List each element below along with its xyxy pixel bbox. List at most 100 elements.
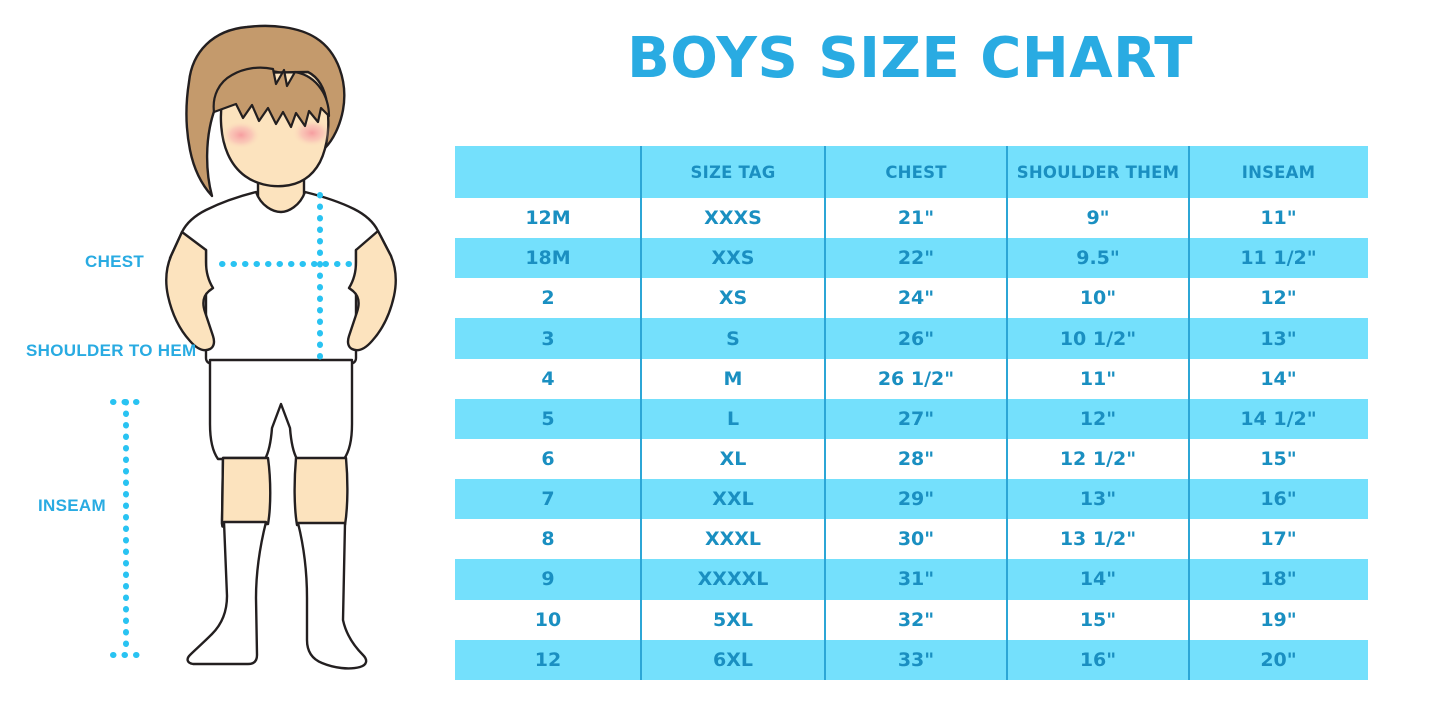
shoulder-cell: 14" — [1007, 559, 1189, 600]
table-row: 3 S 26" 10 1/2" 13" — [455, 318, 1368, 359]
size-tag-cell: XS — [641, 278, 825, 319]
size-cell: 10 — [455, 599, 641, 640]
inseam-cell: 17" — [1189, 519, 1368, 560]
shoulder-cell: 9.5" — [1007, 238, 1189, 279]
shoulder-cell: 10" — [1007, 278, 1189, 319]
hair-bangs-shape — [212, 66, 331, 129]
thigh-left-fill — [220, 456, 272, 526]
tshirt-shape — [168, 190, 393, 366]
table-row: 2 XS 24" 10" 12" — [455, 278, 1368, 319]
inseam-cell: 15" — [1189, 438, 1368, 480]
size-tag-cell: XXXS — [641, 198, 825, 239]
column-header-shoulder: SHOULDER THEM — [1007, 146, 1189, 198]
size-tag-cell: S — [641, 318, 825, 359]
size-tag-cell: 6XL — [641, 639, 825, 680]
size-cell: 2 — [455, 278, 641, 319]
size-chart-table-wrap: SIZE TAG CHEST SHOULDER THEM INSEAM 12M X… — [455, 146, 1368, 680]
size-cell: 8 — [455, 519, 641, 560]
chest-cell: 30" — [825, 519, 1007, 560]
table-row: 7 XXL 29" 13" 16" — [455, 479, 1368, 520]
size-cell: 18M — [455, 238, 641, 279]
chest-cell: 27" — [825, 398, 1007, 439]
table-body: 12M XXXS 21" 9" 11" 18M XXS 22" 9.5" 11 1/2" 2 XS 24… — [455, 198, 1368, 680]
inseam-cell: 11" — [1189, 198, 1368, 239]
boy-figure-illustration: CHEST SHOULDER TO HEM INSEAM — [0, 0, 450, 723]
table-row: 10 5XL 32" 15" 19" — [455, 599, 1368, 640]
chest-cell: 28" — [825, 438, 1007, 480]
inseam-cell: 18" — [1189, 559, 1368, 600]
inseam-cell: 14" — [1189, 358, 1368, 399]
size-cell: 3 — [455, 318, 641, 359]
table-row: 18M XXS 22" 9.5" 11 1/2" — [455, 238, 1368, 279]
arm-right-shape — [346, 229, 397, 352]
size-cell: 9 — [455, 559, 641, 600]
size-cell: 6 — [455, 438, 641, 480]
shoulder-cell: 15" — [1007, 599, 1189, 640]
shoulder-cell: 12 1/2" — [1007, 438, 1189, 480]
shoulder-cell: 16" — [1007, 639, 1189, 680]
boy-figure-svg — [110, 24, 397, 670]
size-tag-cell: XXS — [641, 238, 825, 279]
column-header-age — [455, 146, 641, 198]
inseam-measurement-label: INSEAM — [38, 496, 106, 515]
inseam-cell: 14 1/2" — [1189, 398, 1368, 439]
shoulder-cell: 13 1/2" — [1007, 519, 1189, 560]
table-row: 6 XL 28" 12 1/2" 15" — [455, 438, 1368, 480]
shoulder-cell: 10 1/2" — [1007, 318, 1189, 359]
shoulder-to-hem-measurement-label: SHOULDER TO HEM — [26, 341, 197, 360]
inseam-cell: 19" — [1189, 599, 1368, 640]
size-cell: 12M — [455, 198, 641, 239]
size-cell: 4 — [455, 358, 641, 399]
shoulder-cell: 13" — [1007, 479, 1189, 520]
table-row: 9 XXXXL 31" 14" 18" — [455, 559, 1368, 600]
chest-measurement-label: CHEST — [85, 252, 145, 271]
chest-cell: 21" — [825, 198, 1007, 239]
table-row: 12M XXXS 21" 9" 11" — [455, 198, 1368, 239]
chest-cell: 33" — [825, 639, 1007, 680]
table-row: 12 6XL 33" 16" 20" — [455, 639, 1368, 680]
table-header: SIZE TAG CHEST SHOULDER THEM INSEAM — [455, 146, 1368, 198]
inseam-cell: 20" — [1189, 639, 1368, 680]
column-header-chest: CHEST — [825, 146, 1007, 198]
size-tag-cell: XXL — [641, 479, 825, 520]
table-row: 4 M 26 1/2" 11" 14" — [455, 358, 1368, 399]
thigh-right-shape — [293, 456, 349, 527]
sock-right-shape — [296, 521, 368, 670]
size-tag-cell: XL — [641, 438, 825, 480]
blush-left-icon — [221, 121, 261, 149]
blush-right-icon — [292, 119, 332, 147]
column-header-inseam: INSEAM — [1189, 146, 1368, 198]
column-header-size-tag: SIZE TAG — [641, 146, 825, 198]
size-tag-cell: XXXXL — [641, 559, 825, 600]
size-cell: 5 — [455, 398, 641, 439]
shorts-shape — [208, 358, 354, 461]
inseam-cell: 16" — [1189, 479, 1368, 520]
chest-cell: 26 1/2" — [825, 358, 1007, 399]
inseam-cell: 13" — [1189, 318, 1368, 359]
size-tag-cell: XXXL — [641, 519, 825, 560]
chest-cell: 29" — [825, 479, 1007, 520]
chest-cell: 31" — [825, 559, 1007, 600]
inseam-cell: 11 1/2" — [1189, 238, 1368, 279]
chest-cell: 22" — [825, 238, 1007, 279]
table-row: 5 L 27" 12" 14 1/2" — [455, 398, 1368, 439]
table-row: 8 XXXL 30" 13 1/2" 17" — [455, 519, 1368, 560]
size-cell: 12 — [455, 639, 641, 680]
size-tag-cell: 5XL — [641, 599, 825, 640]
size-tag-cell: M — [641, 358, 825, 399]
chest-cell: 24" — [825, 278, 1007, 319]
shoulder-cell: 12" — [1007, 398, 1189, 439]
shoulder-cell: 9" — [1007, 198, 1189, 239]
size-chart-table: SIZE TAG CHEST SHOULDER THEM INSEAM 12M X… — [455, 146, 1368, 680]
shoulder-cell: 11" — [1007, 358, 1189, 399]
table-header-row: SIZE TAG CHEST SHOULDER THEM INSEAM — [455, 146, 1368, 198]
size-cell: 7 — [455, 479, 641, 520]
chest-cell: 32" — [825, 599, 1007, 640]
size-tag-cell: L — [641, 398, 825, 439]
inseam-cell: 12" — [1189, 278, 1368, 319]
chest-cell: 26" — [825, 318, 1007, 359]
arm-left-shape — [165, 230, 216, 352]
sock-left-shape — [186, 520, 268, 666]
page-title: BOYS SIZE CHART — [627, 26, 1193, 91]
